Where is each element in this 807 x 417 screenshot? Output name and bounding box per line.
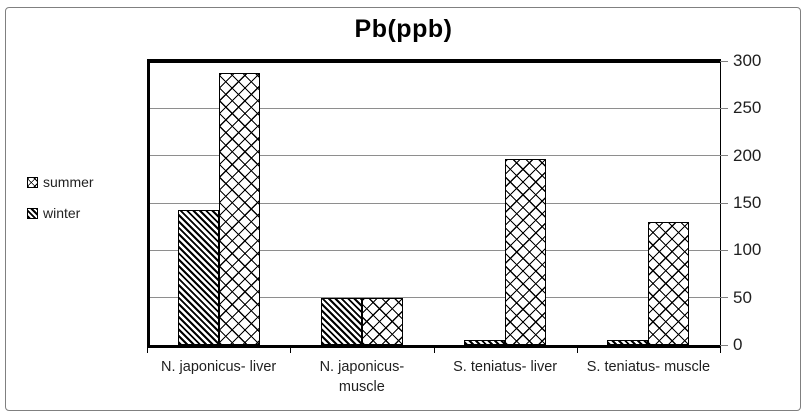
category-tick bbox=[720, 348, 721, 353]
y-axis-label: 150 bbox=[733, 193, 762, 212]
gridline bbox=[150, 107, 720, 109]
y-axis-tick bbox=[720, 60, 728, 62]
gridline bbox=[150, 155, 720, 157]
bar-summer bbox=[648, 222, 689, 345]
x-axis-label-line: muscle bbox=[338, 379, 385, 395]
category-tick bbox=[433, 348, 435, 353]
legend-label-winter: winter bbox=[43, 205, 81, 221]
y-axis-tick bbox=[720, 202, 728, 204]
category-tick bbox=[147, 348, 148, 353]
bar-winter bbox=[464, 340, 505, 345]
category-tick bbox=[290, 348, 292, 353]
x-axis-label-line: S. teniatus- muscle bbox=[586, 359, 711, 375]
y-axis-tick bbox=[720, 249, 728, 251]
y-axis-label: 300 bbox=[733, 51, 762, 70]
x-axis-label: N. japonicus- liver bbox=[144, 357, 294, 377]
plot-area bbox=[147, 59, 721, 348]
bar-winter bbox=[607, 340, 648, 345]
x-axis-label: S. teniatus- liver bbox=[430, 357, 580, 377]
x-axis-label-line: N. japonicus- bbox=[319, 359, 405, 375]
y-axis-tick bbox=[720, 155, 728, 157]
chart-title: Pb(ppb) bbox=[354, 15, 453, 43]
bar-summer bbox=[505, 159, 546, 345]
legend-swatch-summer bbox=[27, 176, 38, 188]
bar-summer bbox=[219, 73, 260, 345]
x-axis-label: N. japonicus-muscle bbox=[287, 357, 437, 397]
y-axis-label: 0 bbox=[733, 335, 743, 354]
y-axis-tick bbox=[720, 297, 728, 299]
y-axis-tick bbox=[720, 344, 728, 346]
bar-winter bbox=[321, 298, 362, 345]
y-axis-tick bbox=[720, 107, 728, 109]
gridline bbox=[150, 249, 720, 251]
x-axis-label-line: N. japonicus- liver bbox=[161, 359, 277, 375]
y-axis-label: 50 bbox=[733, 287, 752, 307]
bar-winter bbox=[178, 210, 219, 345]
y-axis-label: 250 bbox=[733, 98, 762, 118]
legend-item-summer: summer bbox=[27, 174, 94, 190]
legend: summer winter bbox=[27, 174, 94, 236]
y-axis-label: 100 bbox=[733, 240, 762, 260]
y-axis-label: 200 bbox=[733, 145, 762, 165]
category-tick bbox=[576, 348, 578, 353]
legend-item-winter: winter bbox=[27, 205, 94, 221]
legend-label-summer: summer bbox=[43, 174, 94, 190]
x-axis-label: S. teniatus- muscle bbox=[573, 357, 723, 377]
gridline bbox=[150, 202, 720, 204]
bar-summer bbox=[362, 298, 403, 345]
x-axis-label-line: S. teniatus- liver bbox=[453, 359, 558, 375]
gridline bbox=[150, 297, 720, 299]
legend-swatch-winter bbox=[27, 207, 38, 219]
